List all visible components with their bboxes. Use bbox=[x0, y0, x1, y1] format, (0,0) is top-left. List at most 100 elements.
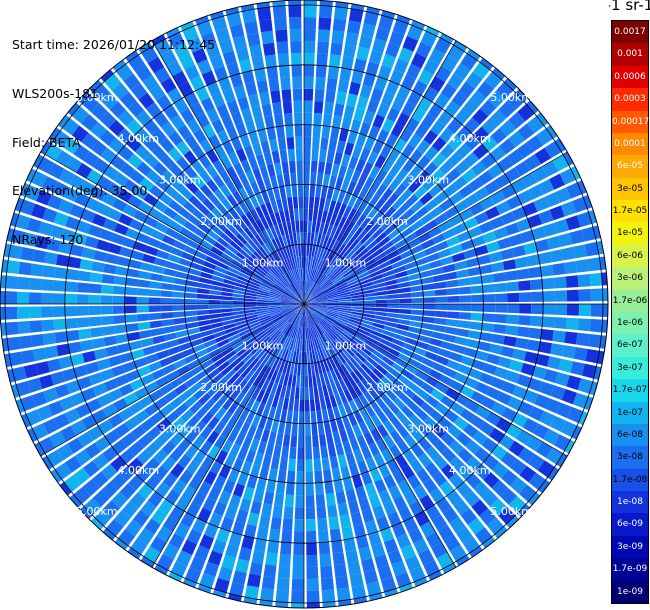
range-gate-cell bbox=[306, 602, 320, 608]
range-gate-cell bbox=[401, 173, 415, 188]
range-gate-cell bbox=[325, 211, 333, 225]
range-gate-cell bbox=[326, 150, 335, 164]
range-gate-cell bbox=[63, 186, 80, 202]
range-gate-cell bbox=[382, 329, 395, 338]
range-gate-cell bbox=[220, 308, 233, 313]
range-gate-cell bbox=[150, 273, 164, 282]
range-gate-cell bbox=[304, 295, 313, 304]
range-gate-cell bbox=[458, 184, 474, 199]
range-gate-cell bbox=[42, 418, 59, 435]
range-gate-cell bbox=[304, 148, 311, 161]
range-gate-cell bbox=[64, 293, 77, 304]
range-gate-cell bbox=[278, 554, 291, 567]
range-gate-cell bbox=[237, 378, 248, 392]
range-gate-cell bbox=[239, 349, 251, 361]
range-gate-cell bbox=[173, 97, 189, 114]
range-gate-cell bbox=[416, 155, 431, 170]
range-gate-cell bbox=[492, 462, 509, 479]
range-gate-cell bbox=[253, 251, 264, 262]
range-gate-cell bbox=[571, 196, 588, 213]
range-gate-cell bbox=[246, 339, 258, 350]
range-gate-cell bbox=[406, 400, 420, 413]
range-gate-cell bbox=[456, 143, 472, 159]
range-gate-cell bbox=[301, 256, 304, 269]
range-gate-cell bbox=[337, 454, 348, 468]
range-gate-cell bbox=[316, 349, 323, 362]
range-gate-cell bbox=[328, 200, 337, 213]
range-gate-cell bbox=[498, 506, 516, 525]
range-gate-cell bbox=[346, 181, 357, 195]
range-gate-cell bbox=[496, 391, 512, 406]
range-gate-cell bbox=[370, 87, 384, 103]
range-gate-cell bbox=[319, 348, 326, 361]
range-gate-cell bbox=[417, 263, 431, 272]
range-gate-cell bbox=[423, 129, 438, 145]
range-gate-cell bbox=[549, 249, 564, 263]
range-gate-cell bbox=[315, 324, 322, 336]
range-gate-cell bbox=[246, 475, 258, 489]
range-gate-cell bbox=[387, 293, 400, 299]
range-gate-cell bbox=[425, 446, 441, 461]
range-gate-cell bbox=[315, 307, 327, 313]
range-gate-cell bbox=[201, 70, 217, 86]
range-gate-cell bbox=[395, 328, 408, 337]
range-gate-cell bbox=[451, 252, 466, 263]
range-gate-cell bbox=[277, 469, 287, 483]
range-gate-cell bbox=[327, 66, 340, 80]
range-gate-cell bbox=[253, 346, 264, 358]
range-gate-cell bbox=[428, 570, 443, 581]
range-gate-cell bbox=[431, 331, 445, 340]
range-gate-cell bbox=[331, 30, 345, 44]
start-time-label: Start time: 2026/01/20 11:12:45 bbox=[12, 37, 216, 53]
range-gate-cell bbox=[140, 262, 154, 272]
range-gate-cell bbox=[23, 363, 39, 379]
range-gate-cell bbox=[378, 15, 394, 31]
range-gate-cell bbox=[184, 310, 197, 317]
range-gate-cell bbox=[491, 401, 507, 416]
range-gate-cell bbox=[361, 558, 376, 573]
range-gate-cell bbox=[292, 304, 304, 306]
range-gate-cell bbox=[347, 130, 358, 145]
range-gate-cell bbox=[602, 304, 608, 318]
range-gate-cell bbox=[289, 325, 296, 338]
range-gate-cell bbox=[208, 251, 221, 261]
range-gate-cell bbox=[193, 128, 207, 144]
range-gate-cell bbox=[226, 330, 239, 339]
range-gate-cell bbox=[178, 207, 192, 220]
range-gate-cell bbox=[384, 588, 398, 597]
range-gate-cell bbox=[349, 437, 360, 452]
range-gate-cell bbox=[203, 397, 216, 411]
range-gate-cell bbox=[503, 335, 517, 347]
range-gate-cell bbox=[58, 355, 73, 370]
range-gate-cell bbox=[319, 0, 333, 7]
range-gate-cell bbox=[324, 396, 332, 410]
range-gate-cell bbox=[329, 225, 338, 239]
range-gate-cell bbox=[313, 325, 321, 337]
range-gate-cell bbox=[149, 536, 167, 553]
range-gate-cell bbox=[130, 250, 145, 261]
range-gate-cell bbox=[306, 554, 318, 568]
range-gate-cell bbox=[394, 270, 408, 279]
range-gate-cell bbox=[470, 285, 484, 294]
range-gate-cell bbox=[235, 278, 248, 286]
range-gate-cell bbox=[520, 362, 536, 376]
range-gate-cell bbox=[256, 304, 269, 307]
range-gate-cell bbox=[239, 230, 251, 242]
range-gate-cell bbox=[372, 114, 385, 129]
range-gate-cell bbox=[523, 242, 538, 255]
range-gate-cell bbox=[203, 261, 217, 270]
range-gate-cell bbox=[207, 368, 221, 380]
range-gate-cell bbox=[578, 411, 588, 426]
range-gate-cell bbox=[454, 336, 468, 346]
range-gate-cell bbox=[316, 361, 323, 375]
range-gate-cell bbox=[362, 72, 376, 88]
range-gate-cell bbox=[310, 172, 317, 185]
range-gate-cell bbox=[161, 456, 177, 472]
range-gate-cell bbox=[78, 270, 92, 282]
range-gate-cell bbox=[357, 328, 370, 336]
range-gate-cell bbox=[384, 388, 398, 401]
range-gate-cell bbox=[247, 512, 260, 527]
range-gate-cell bbox=[319, 397, 327, 411]
range-gate-cell bbox=[409, 413, 423, 428]
range-gate-cell bbox=[336, 318, 348, 326]
